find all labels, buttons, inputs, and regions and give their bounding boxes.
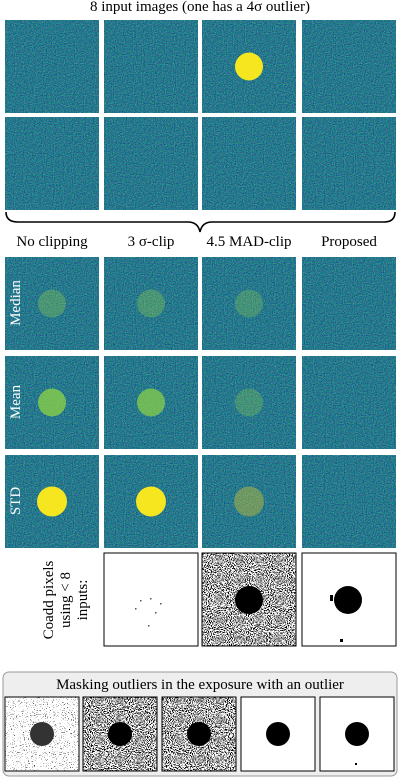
mask-circle (30, 722, 54, 746)
pixel (155, 612, 157, 614)
image-noise (104, 257, 198, 350)
mask-circle (334, 586, 362, 614)
coadd-label: using < 8 (58, 572, 74, 628)
outlier (235, 289, 263, 318)
image-noise (5, 20, 99, 113)
column-header: 3 σ-clip (128, 234, 175, 250)
pixel (160, 603, 162, 605)
coadd-label: Coadd pixels (41, 560, 57, 639)
outlier (235, 52, 263, 81)
image-noise (302, 257, 396, 350)
image-noise (302, 20, 396, 113)
outlier (235, 388, 263, 417)
pixel (148, 625, 150, 627)
pixel (330, 595, 333, 601)
mask-circle (108, 722, 132, 746)
row-label: Mean (8, 384, 24, 419)
image-noise (302, 455, 396, 548)
row-label: Median (8, 280, 24, 326)
mask-circle (266, 722, 290, 746)
row-label: STD (8, 487, 24, 516)
bottom-title: Masking outliers in the exposure with an… (56, 677, 344, 693)
figure-title: 8 input images (one has a 4σ outlier) (90, 0, 310, 15)
pixel (150, 598, 152, 600)
brace (5, 211, 396, 233)
pixel (135, 608, 137, 610)
image-noise (202, 257, 296, 350)
outlier (38, 388, 66, 417)
pixel (140, 600, 142, 602)
image-noise (302, 356, 396, 449)
outlier (137, 388, 165, 417)
pixel (340, 639, 343, 642)
image-noise (5, 117, 99, 210)
mask-circle (187, 722, 211, 746)
image-noise (5, 257, 99, 350)
outlier (38, 289, 66, 318)
coadd-label: inputs: (75, 580, 91, 621)
column-header: Proposed (321, 234, 377, 250)
outlier (37, 486, 67, 517)
mask-circle (235, 586, 263, 614)
column-header: 4.5 MAD-clip (207, 234, 292, 250)
outlier (136, 486, 166, 517)
column-header: No clipping (16, 234, 88, 250)
image-noise (202, 356, 296, 449)
outlier (137, 289, 165, 318)
image-noise (302, 117, 396, 210)
mask-circle (345, 722, 369, 746)
image-noise (104, 117, 198, 210)
image-noise (202, 455, 296, 548)
pixel (355, 763, 357, 765)
image-noise (104, 20, 198, 113)
outlier (234, 486, 264, 517)
image-noise (202, 117, 296, 210)
